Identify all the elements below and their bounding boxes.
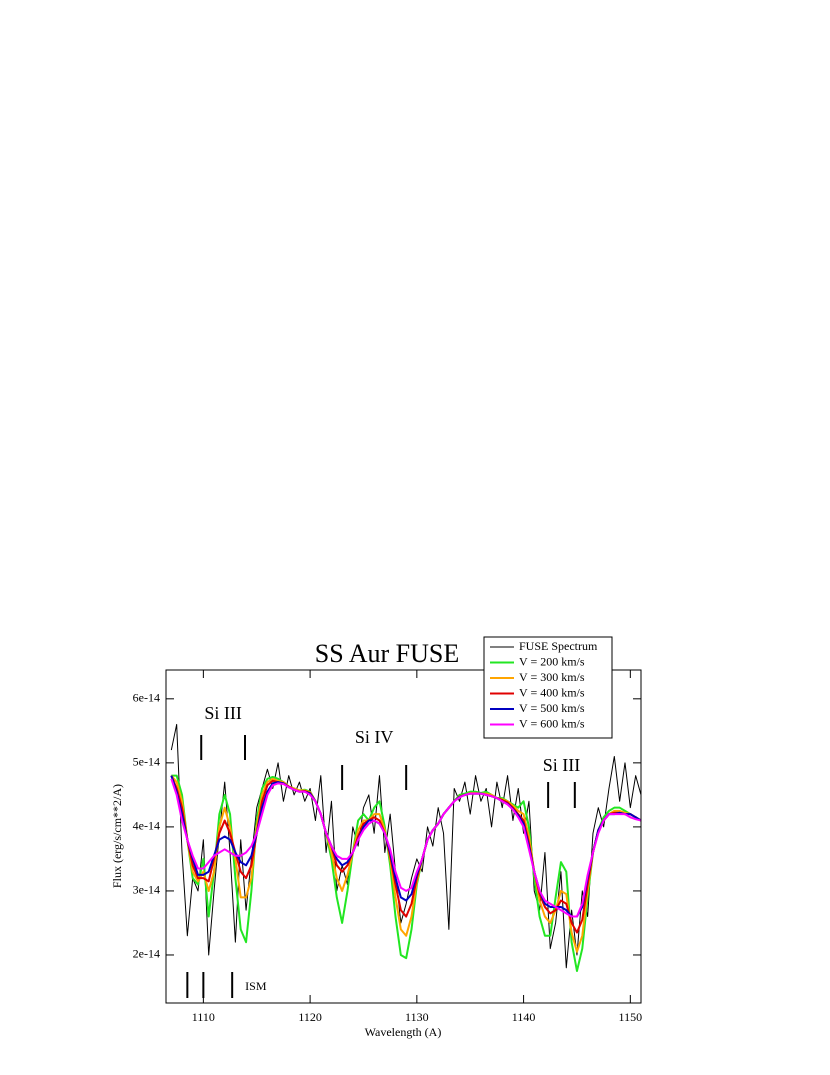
legend-label: V = 500 km/s — [519, 701, 585, 715]
legend-label: V = 600 km/s — [519, 716, 585, 730]
annotation-label: ISM — [245, 979, 267, 993]
y-tick-label: 4e-14 — [133, 819, 160, 833]
x-axis-label: Wavelength (A) — [365, 1025, 442, 1039]
y-tick-label: 3e-14 — [133, 883, 160, 897]
model-line — [171, 774, 641, 972]
x-tick-label: 1120 — [298, 1010, 322, 1024]
x-tick-label: 1140 — [512, 1010, 536, 1024]
spectrum-line — [170, 723, 641, 969]
chart-title: SS Aur FUSE — [315, 639, 460, 668]
y-tick-label: 2e-14 — [133, 947, 160, 961]
x-tick-label: 1110 — [192, 1010, 215, 1024]
model-line — [170, 775, 641, 953]
model-line — [170, 775, 641, 934]
legend-label: V = 200 km/s — [519, 654, 585, 668]
y-tick-label: 5e-14 — [133, 755, 160, 769]
y-tick-label: 6e-14 — [133, 691, 160, 705]
annotation-label: Si IV — [355, 727, 394, 747]
legend-label: V = 300 km/s — [519, 670, 585, 684]
plot-frame — [165, 669, 642, 1004]
annotation-label: Si III — [543, 755, 581, 775]
x-tick-label: 1130 — [405, 1010, 429, 1024]
annotation-label: Si III — [204, 703, 242, 723]
model-line — [170, 778, 641, 918]
y-axis-label: Flux (erg/s/cm**2/A) — [110, 784, 124, 888]
x-tick-label: 1150 — [619, 1010, 643, 1024]
plot-area — [170, 723, 641, 972]
legend-label: V = 400 km/s — [519, 685, 585, 699]
legend-label: FUSE Spectrum — [519, 639, 598, 653]
overlay: 1110 1120 1130 1140 1150 2e-14 3e-14 4e-14 5e-14… — [133, 636, 643, 1024]
model-line — [170, 775, 641, 918]
legend-box — [483, 636, 613, 739]
